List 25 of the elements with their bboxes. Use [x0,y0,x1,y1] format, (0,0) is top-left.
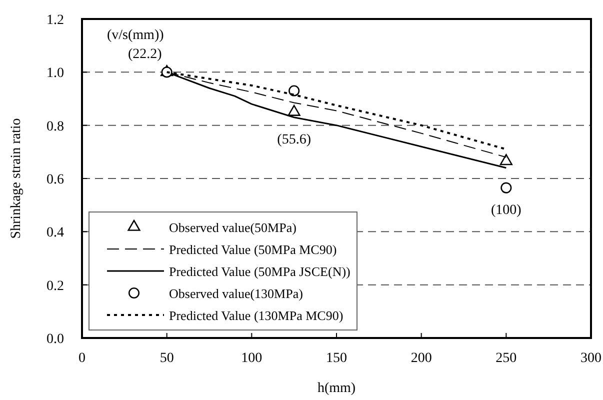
y-axis-title: Shrinkage strain ratio [9,118,24,239]
x-tick-label: 150 [326,351,347,366]
legend-label: Predicted Value (50MPa JSCE(N)) [169,264,350,279]
y-tick-label: 0.4 [46,226,64,241]
legend-label: Predicted Value (50MPa MC90) [169,242,337,257]
x-tick-label: 100 [241,351,262,366]
x-axis-title: h(mm) [317,381,356,396]
y-tick-label: 1.0 [46,66,64,82]
legend-label: Observed value(50MPa) [169,220,296,235]
x-tick-label: 250 [496,351,517,366]
annotation: (55.6) [277,132,312,148]
annotation: (22.2) [128,47,162,62]
y-tick-label: 0.6 [46,172,64,188]
x-tick-label: 0 [78,351,86,366]
x-tick-label: 50 [160,351,174,366]
y-tick-label: 0.2 [46,278,64,294]
y-tick-label: 1.2 [46,13,64,28]
legend-label: Predicted Value (130MPa MC90) [169,308,344,323]
x-tick-label: 300 [580,351,602,366]
y-tick-label: 0.8 [46,119,64,134]
annotation: (v/s(mm)) [107,28,164,43]
annotation: (100) [491,202,522,218]
y-tick-label: 0.0 [46,332,64,347]
legend-label: Observed value(130MPa) [169,286,303,301]
x-tick-label: 200 [410,351,432,366]
